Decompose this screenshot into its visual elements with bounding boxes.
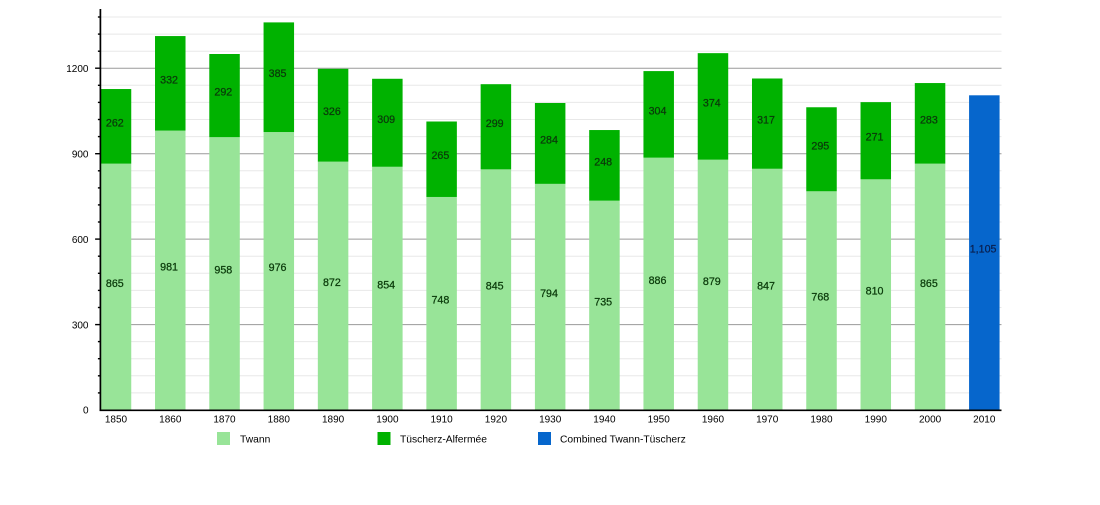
svg-text:845: 845 <box>486 281 504 293</box>
svg-text:768: 768 <box>811 292 829 304</box>
svg-text:1,105: 1,105 <box>970 244 997 256</box>
svg-text:385: 385 <box>269 68 287 80</box>
svg-text:248: 248 <box>594 156 612 168</box>
svg-text:865: 865 <box>106 278 124 290</box>
svg-text:317: 317 <box>757 115 775 127</box>
svg-text:2010: 2010 <box>973 415 996 426</box>
svg-text:1950: 1950 <box>648 415 671 426</box>
svg-text:271: 271 <box>866 132 884 144</box>
svg-text:1900: 1900 <box>376 415 399 426</box>
svg-text:981: 981 <box>160 261 178 273</box>
svg-text:865: 865 <box>920 278 938 290</box>
svg-text:1870: 1870 <box>213 415 236 426</box>
svg-text:262: 262 <box>106 117 124 129</box>
svg-text:326: 326 <box>323 106 341 118</box>
svg-text:304: 304 <box>649 105 667 117</box>
svg-text:854: 854 <box>377 279 395 291</box>
svg-text:1970: 1970 <box>756 415 779 426</box>
svg-text:332: 332 <box>160 74 178 86</box>
svg-text:Combined Twann-Tüscherz: Combined Twann-Tüscherz <box>560 435 686 446</box>
svg-text:0: 0 <box>83 406 89 417</box>
svg-text:872: 872 <box>323 277 341 289</box>
svg-text:265: 265 <box>431 150 449 162</box>
svg-text:Tüscherz-Alfermée: Tüscherz-Alfermée <box>400 435 487 446</box>
svg-text:1930: 1930 <box>539 415 562 426</box>
svg-text:886: 886 <box>649 275 667 287</box>
svg-text:1960: 1960 <box>702 415 725 426</box>
svg-text:1910: 1910 <box>430 415 453 426</box>
svg-text:300: 300 <box>72 320 89 331</box>
svg-text:847: 847 <box>757 280 775 292</box>
svg-text:1850: 1850 <box>105 415 128 426</box>
svg-text:295: 295 <box>811 140 829 152</box>
svg-text:1200: 1200 <box>66 64 89 75</box>
svg-text:810: 810 <box>866 286 884 298</box>
svg-text:976: 976 <box>269 262 287 274</box>
svg-text:Twann: Twann <box>240 435 271 446</box>
svg-text:2000: 2000 <box>919 415 942 426</box>
svg-text:600: 600 <box>72 235 89 246</box>
svg-text:1880: 1880 <box>268 415 291 426</box>
svg-text:958: 958 <box>214 265 232 277</box>
svg-text:794: 794 <box>540 288 558 300</box>
svg-text:1920: 1920 <box>485 415 508 426</box>
svg-text:735: 735 <box>594 296 612 308</box>
svg-text:284: 284 <box>540 134 558 146</box>
svg-text:1990: 1990 <box>865 415 888 426</box>
svg-text:879: 879 <box>703 276 721 288</box>
svg-text:748: 748 <box>431 295 449 307</box>
svg-text:1940: 1940 <box>593 415 616 426</box>
svg-text:1980: 1980 <box>810 415 833 426</box>
svg-text:374: 374 <box>703 97 721 109</box>
svg-text:309: 309 <box>377 114 395 126</box>
svg-text:283: 283 <box>920 114 938 126</box>
svg-text:299: 299 <box>486 118 504 130</box>
svg-text:900: 900 <box>72 149 89 160</box>
svg-text:1890: 1890 <box>322 415 345 426</box>
svg-text:1860: 1860 <box>159 415 182 426</box>
svg-text:292: 292 <box>214 87 232 99</box>
